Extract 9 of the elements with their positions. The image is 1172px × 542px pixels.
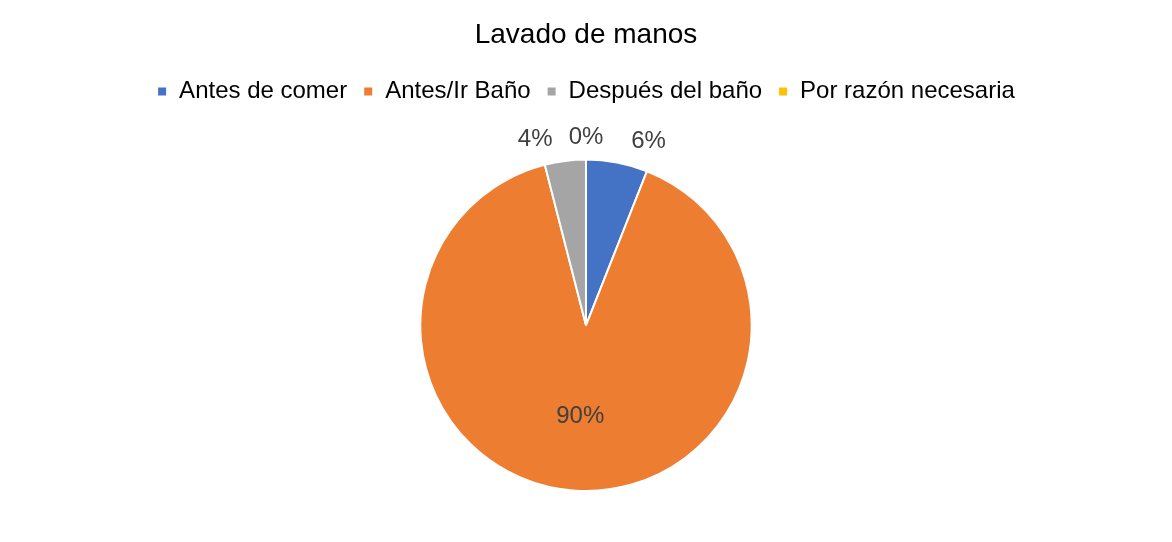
data-label: 6% — [631, 125, 666, 153]
legend-label: Antes de comer — [179, 76, 348, 104]
data-label: 90% — [556, 400, 605, 428]
legend-label: Por razón necesaria — [800, 76, 1016, 104]
legend-label: Después del baño — [568, 76, 763, 104]
legend-label: Antes/Ir Baño — [385, 76, 531, 104]
text: 0% — [568, 122, 604, 150]
data-label: 4% — [517, 123, 553, 151]
chart-title: Lavado de manos — [474, 17, 698, 49]
